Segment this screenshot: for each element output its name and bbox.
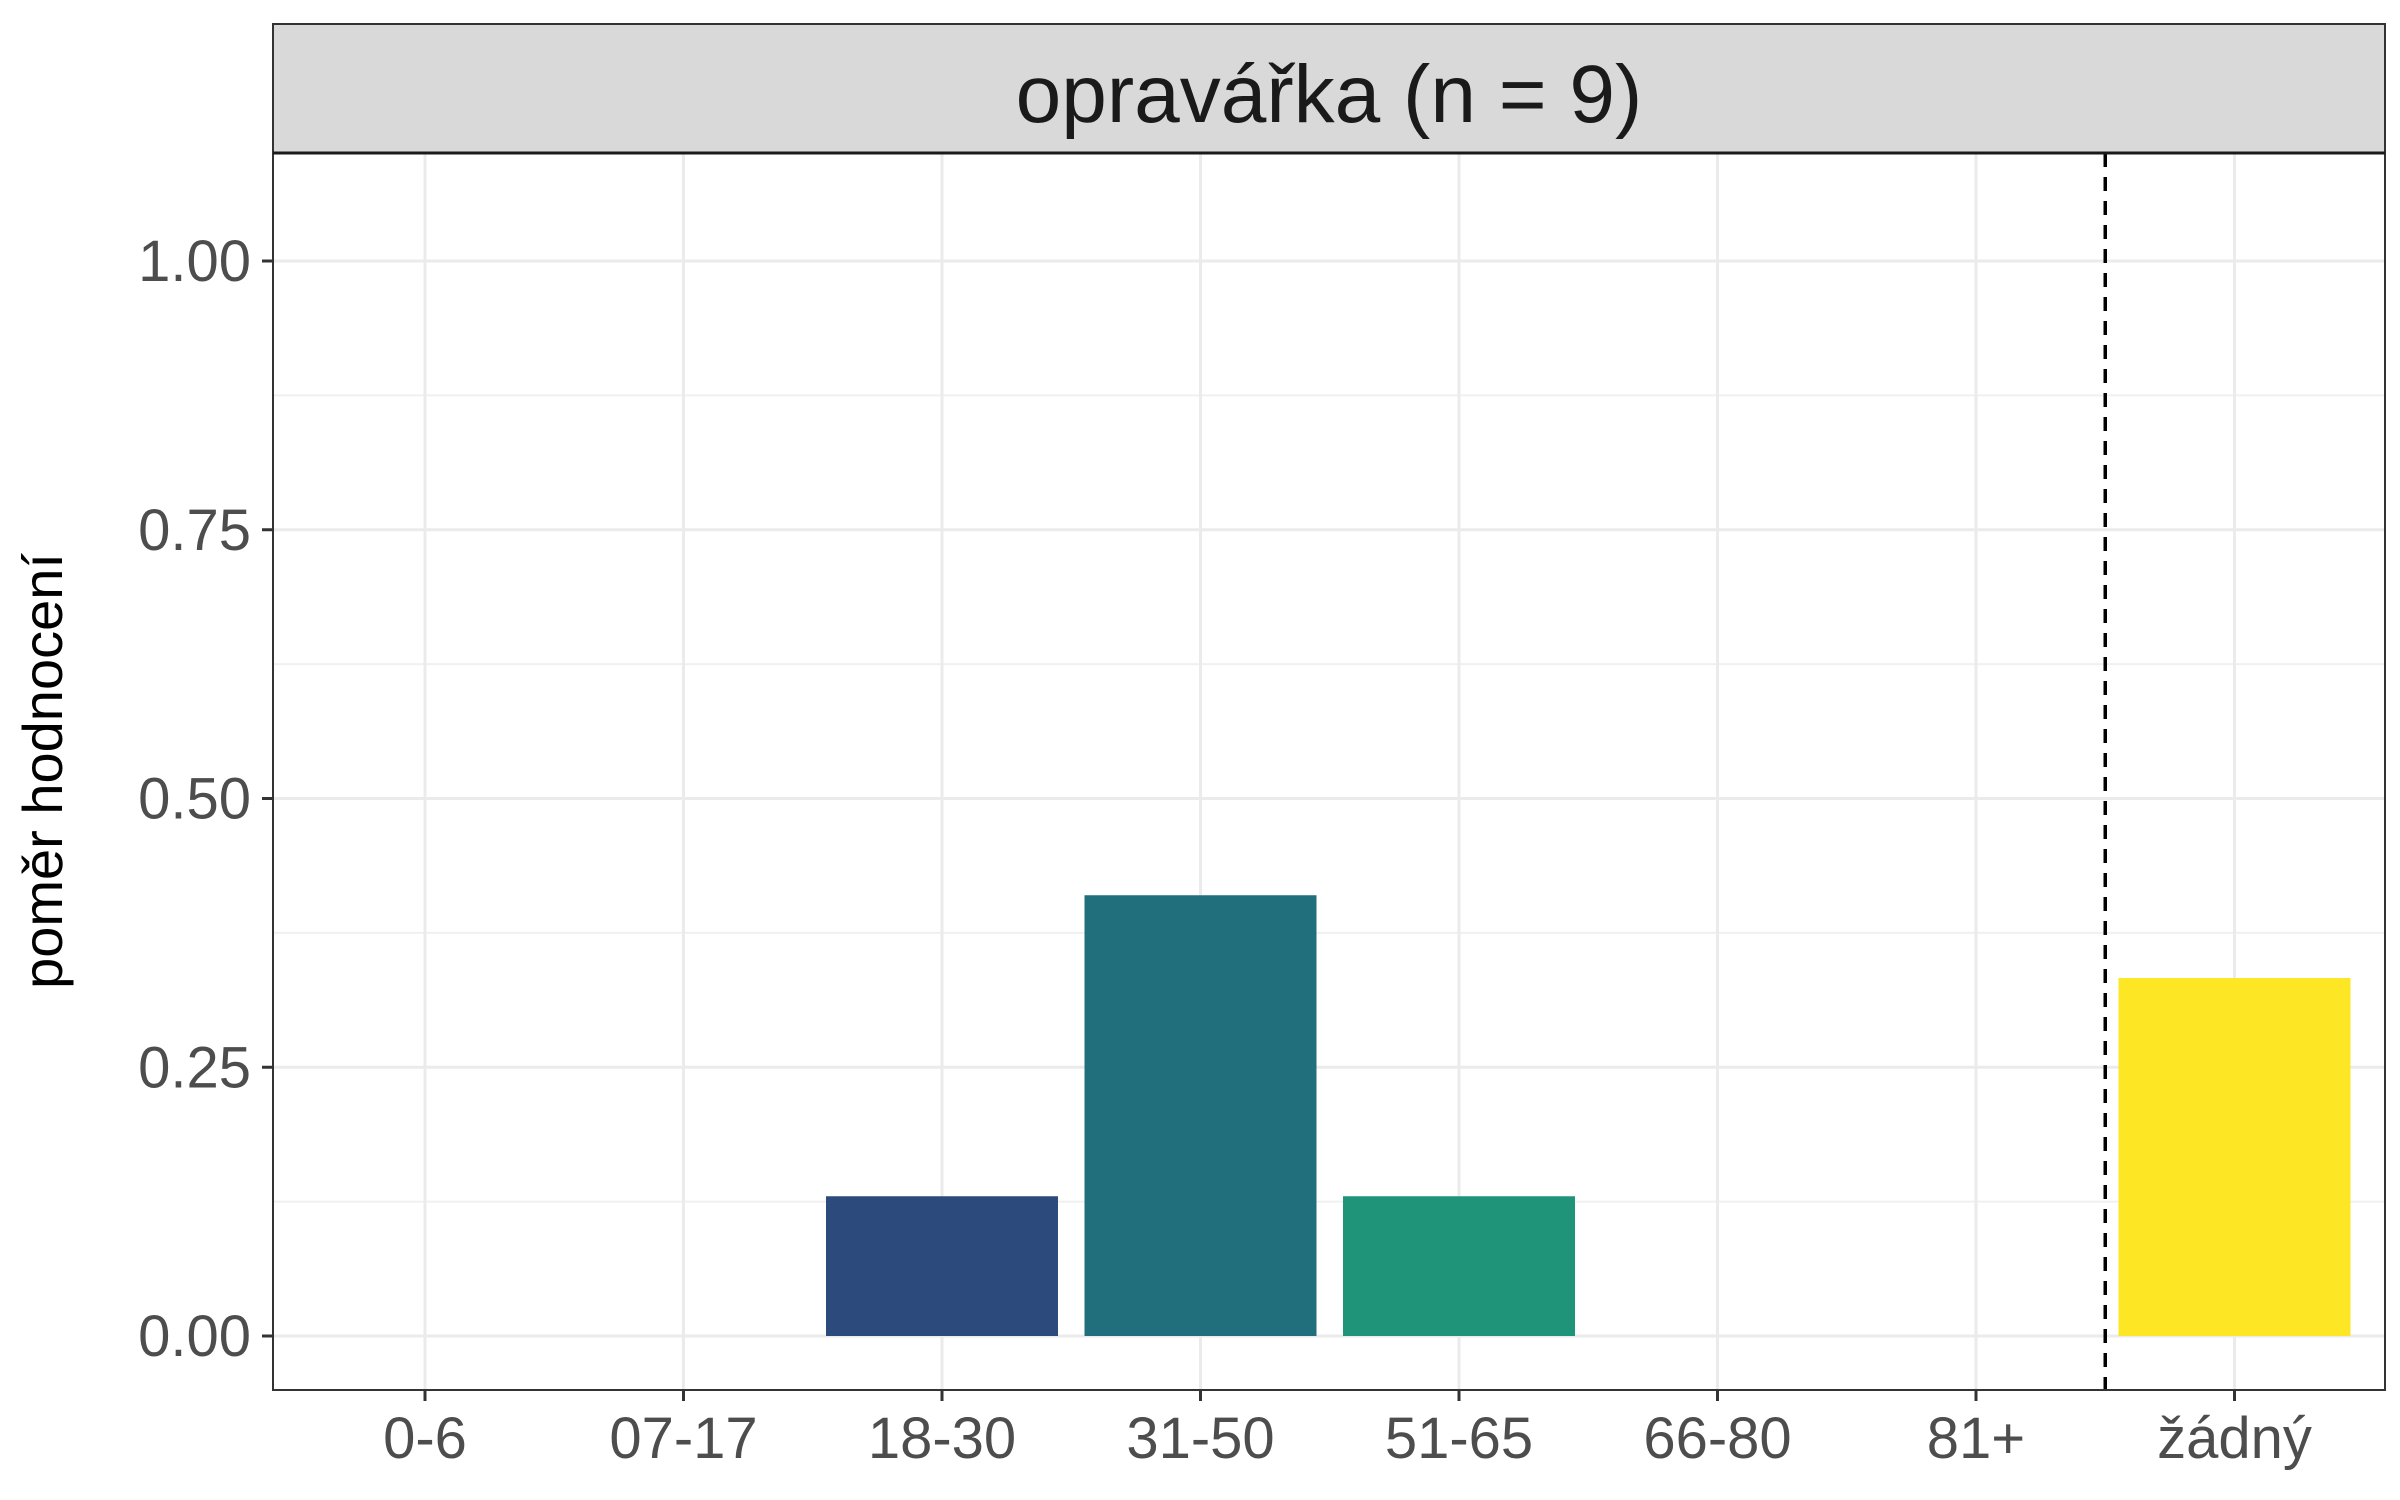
x-axis: 0-6 07-17 18-30 31-50 51-65 66-80 81+ žádný [383,1390,2312,1471]
strip-background [272,23,2386,154]
bars [826,895,2351,1336]
y-tick-label: 0.00 [138,1304,251,1369]
x-tick-label: 66-80 [1643,1406,1791,1471]
x-tick-label: 81+ [1927,1406,2025,1471]
x-tick-label: 18-30 [868,1406,1016,1471]
plot-background [273,153,2385,1390]
bar-18-30 [826,1196,1058,1336]
y-tick-label: 1.00 [138,229,251,294]
y-axis-title: poměr hodnocení [11,553,74,989]
y-axis: 0.00 0.25 0.50 0.75 1.00 [138,229,273,1369]
x-tick-label: 31-50 [1126,1406,1274,1471]
x-tick-label: žádný [2157,1406,2312,1471]
panel-title: opravářka (n = 9) [1016,49,1643,140]
x-tick-label: 0-6 [383,1406,467,1471]
bar-31-50 [1084,895,1317,1336]
bar-51-65 [1343,1196,1575,1336]
y-tick-label: 0.25 [138,1035,251,1100]
x-tick-label: 07-17 [609,1406,757,1471]
y-tick-label: 0.50 [138,767,251,832]
y-tick-label: 0.75 [138,498,251,563]
x-tick-label: 51-65 [1385,1406,1533,1471]
minor-gridlines [273,394,2385,1203]
bar-žádný [2118,978,2351,1336]
